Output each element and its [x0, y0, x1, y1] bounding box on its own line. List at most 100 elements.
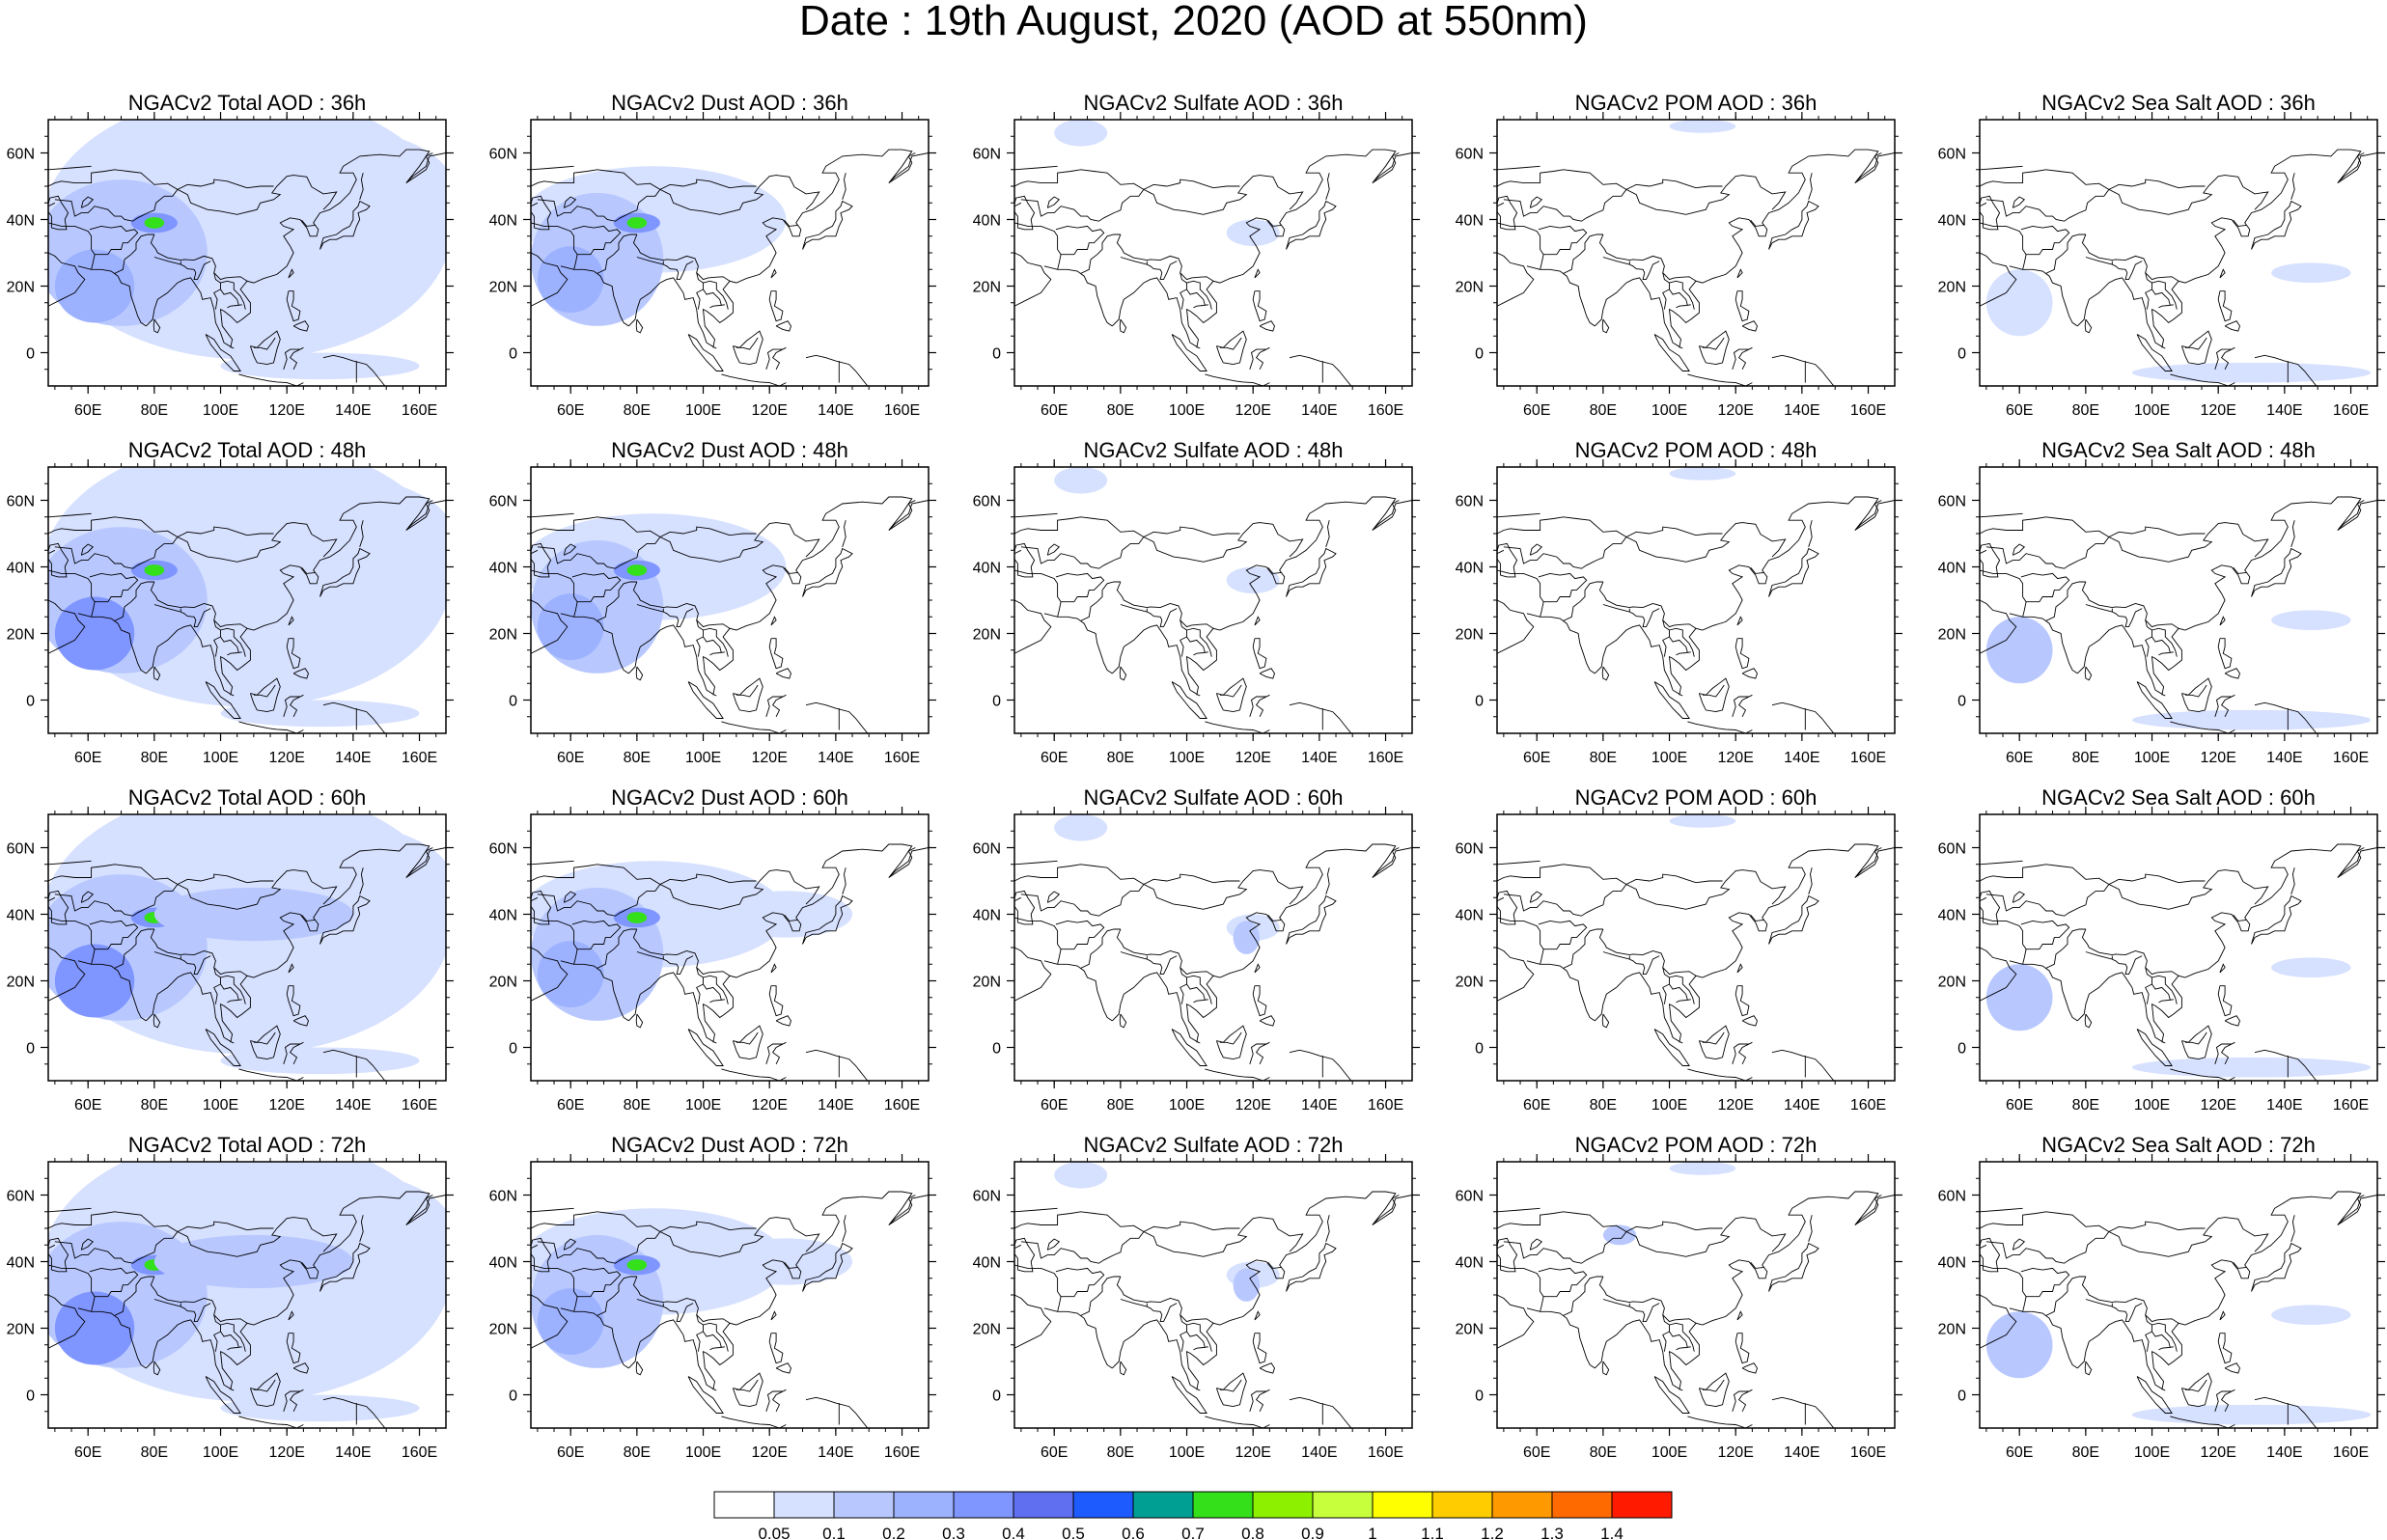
- lon-tick-label: 80E: [141, 402, 168, 419]
- aod-contour: [537, 1288, 604, 1356]
- lat-tick-label: 40N: [489, 561, 517, 577]
- aod-contour: [1985, 269, 2053, 337]
- colorbar-label: 0.3: [942, 1525, 965, 1540]
- lon-tick-label: 140E: [335, 1444, 371, 1461]
- lat-tick-label: 40N: [1456, 908, 1484, 924]
- aod-field: [1985, 1305, 2372, 1425]
- aod-contour: [531, 192, 664, 326]
- aod-contour: [220, 1047, 420, 1075]
- aod-contour: [2131, 362, 2372, 383]
- lat-tick-label: 60N: [7, 1189, 35, 1205]
- lat-tick-label: 20N: [7, 975, 35, 991]
- aod-contour: [153, 1234, 353, 1289]
- aod-contour: [187, 820, 446, 942]
- map-frame: [1979, 1161, 2378, 1429]
- lon-tick-label: 160E: [2333, 1444, 2369, 1461]
- lon-tick-label: 100E: [1169, 402, 1205, 419]
- lat-tick-label: 60N: [7, 841, 35, 858]
- lon-tick-label: 80E: [1590, 1444, 1617, 1461]
- lon-tick-label: 60E: [2006, 750, 2033, 766]
- map-panel-pom-72h: NGACv2 POM AOD : 72h 60E 80E 100E 120E 140E 16…: [1456, 1133, 1902, 1461]
- lon-tick-label: 160E: [402, 1097, 437, 1114]
- aod-contour: [153, 887, 353, 942]
- lat-tick-label: 0: [992, 1389, 1001, 1405]
- lat-tick-label: 40N: [973, 561, 1001, 577]
- panel-title: NGACv2 POM AOD : 36h: [1575, 91, 1818, 115]
- aod-contour: [48, 467, 446, 707]
- lon-tick-label: 100E: [685, 1444, 721, 1461]
- lon-tick-label: 100E: [685, 750, 721, 766]
- lon-tick-label: 160E: [1850, 750, 1886, 766]
- aod-contour: [626, 1259, 648, 1271]
- lat-tick-label: 60N: [1938, 494, 1966, 510]
- lon-tick-label: 100E: [2134, 1444, 2170, 1461]
- lat-tick-label: 20N: [489, 280, 517, 296]
- lon-tick-label: 140E: [335, 1097, 371, 1114]
- panel-title: NGACv2 Total AOD : 48h: [128, 438, 367, 462]
- lon-tick-label: 120E: [269, 402, 305, 419]
- lat-tick-label: 0: [1957, 1041, 1966, 1058]
- coastlines: [48, 1191, 446, 1428]
- map-frame: [47, 1161, 447, 1429]
- lon-tick-label: 80E: [1107, 1444, 1134, 1461]
- colorbar-swatch: [1491, 1491, 1553, 1519]
- colorbar-swatch: [833, 1491, 895, 1519]
- lat-tick-label: 40N: [7, 561, 35, 577]
- lon-tick-label: 100E: [685, 402, 721, 419]
- lon-tick-label: 120E: [752, 402, 788, 419]
- aod-field: [1054, 1162, 1280, 1302]
- lon-tick-label: 80E: [141, 1444, 168, 1461]
- aod-contour: [1669, 467, 1736, 481]
- lat-tick-label: 60N: [489, 494, 517, 510]
- lon-tick-label: 80E: [1107, 1097, 1134, 1114]
- map-panel-seasalt-60h: NGACv2 Sea Salt AOD : 60h 60E 80E 100E 120E 1…: [1938, 785, 2385, 1114]
- lon-tick-label: 80E: [2072, 402, 2099, 419]
- aod-contour: [1985, 1311, 2053, 1379]
- lat-tick-label: 40N: [1456, 561, 1484, 577]
- lon-tick-label: 60E: [2006, 1097, 2033, 1114]
- aod-contour: [144, 217, 165, 229]
- lat-tick-label: 20N: [1938, 280, 1966, 296]
- panel-title: NGACv2 Sulfate AOD : 60h: [1083, 785, 1343, 810]
- lat-tick-label: 20N: [7, 280, 35, 296]
- lon-tick-label: 120E: [2201, 402, 2236, 419]
- lat-tick-label: 0: [1957, 346, 1966, 363]
- map-panel-dust-48h: NGACv2 Dust AOD : 48h 60E 80E 100E 120E 140E 1…: [489, 438, 936, 766]
- lon-tick-label: 60E: [1523, 750, 1550, 766]
- lon-tick-label: 160E: [402, 1444, 437, 1461]
- lat-tick-label: 40N: [973, 213, 1001, 230]
- panel-title: NGACv2 Dust AOD : 72h: [611, 1133, 848, 1157]
- colorbar-swatch: [1072, 1491, 1134, 1519]
- lat-tick-label: 40N: [7, 908, 35, 924]
- colorbar-swatch: [1611, 1491, 1673, 1519]
- lon-tick-label: 60E: [1041, 402, 1068, 419]
- lon-tick-label: 140E: [818, 1444, 853, 1461]
- aod-contour: [1226, 566, 1280, 594]
- aod-contour: [2271, 610, 2351, 631]
- colorbar-label: 0.05: [758, 1525, 790, 1540]
- aod-field: [1669, 120, 1736, 133]
- aod-contour: [613, 1254, 660, 1276]
- lon-tick-label: 140E: [2266, 1444, 2302, 1461]
- lat-tick-label: 20N: [1938, 975, 1966, 991]
- lon-tick-label: 140E: [1301, 750, 1337, 766]
- lon-tick-label: 60E: [1041, 1097, 1068, 1114]
- map-panel-dust-60h: NGACv2 Dust AOD : 60h 60E 80E 100E 120E 140E 1…: [489, 785, 936, 1114]
- lat-tick-label: 20N: [489, 1322, 517, 1338]
- panel-title: NGACv2 Sulfate AOD : 36h: [1083, 91, 1343, 115]
- aod-contour: [1054, 814, 1108, 841]
- coastlines: [1014, 843, 1412, 1081]
- aod-field: [48, 814, 446, 1075]
- aod-contour: [144, 912, 165, 923]
- colorbar-label: 1.3: [1540, 1525, 1564, 1540]
- colorbar-label: 1.1: [1421, 1525, 1444, 1540]
- coastlines: [1014, 496, 1412, 733]
- lat-tick-label: 60N: [7, 147, 35, 163]
- lon-tick-label: 80E: [624, 1444, 651, 1461]
- figure-title: Date : 19th August, 2020 (AOD at 550nm): [799, 0, 1588, 44]
- colorbar-label: 0.8: [1241, 1525, 1264, 1540]
- lon-tick-label: 120E: [2201, 750, 2236, 766]
- map-frame: [1013, 119, 1413, 387]
- lat-tick-label: 20N: [973, 975, 1001, 991]
- panel-title: NGACv2 Sea Salt AOD : 36h: [2041, 91, 2316, 115]
